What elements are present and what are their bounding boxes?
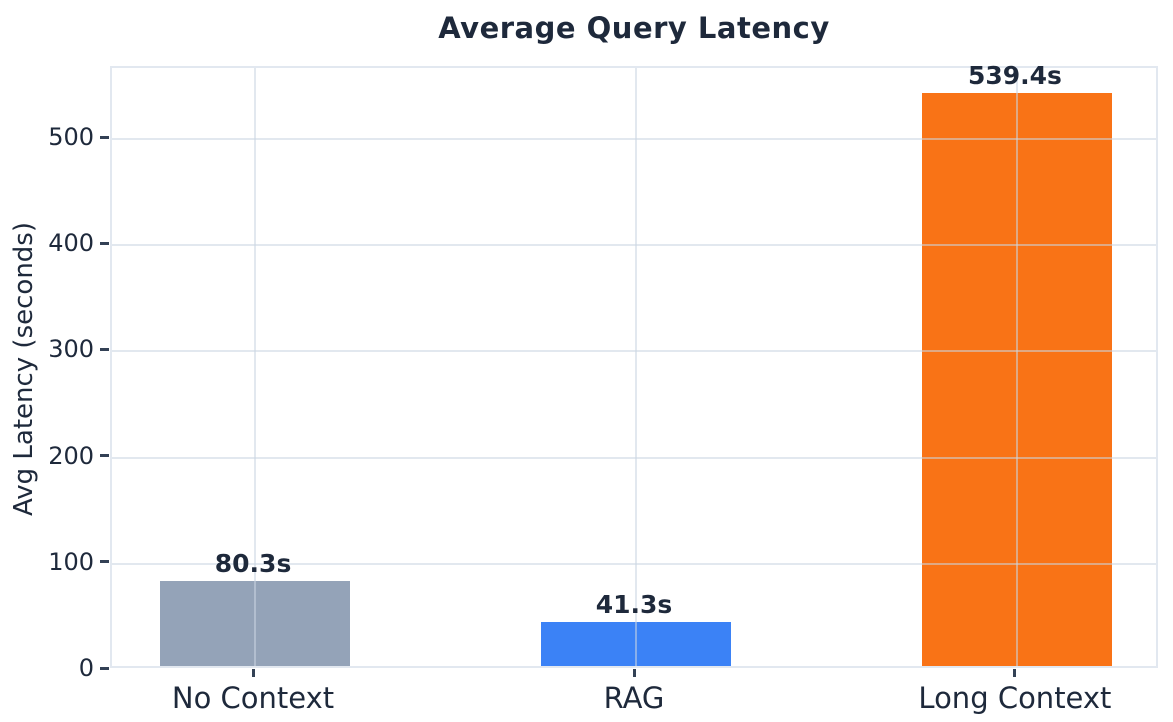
- y-tick-mark-200: [100, 454, 109, 458]
- x-gridline-0: [254, 68, 257, 666]
- x-tick-mark-2: [1013, 669, 1017, 677]
- x-category-label-2: Long Context: [918, 681, 1112, 715]
- y-tick-label-500: 500: [48, 123, 94, 152]
- y-gridline-200: [112, 456, 1156, 459]
- x-category-label-1: RAG: [603, 681, 665, 715]
- x-tick-mark-0: [251, 669, 255, 677]
- y-tick-label-400: 400: [48, 229, 94, 258]
- y-tick-label-100: 100: [48, 547, 94, 576]
- x-gridline-2: [1015, 68, 1018, 666]
- chart-title: Average Query Latency: [438, 11, 830, 45]
- y-tick-mark-100: [100, 560, 109, 564]
- y-axis-label: Avg Latency (seconds): [9, 222, 39, 517]
- bar-value-label-1: 41.3s: [595, 590, 673, 620]
- x-category-label-0: No Context: [171, 681, 335, 715]
- bar-value-label-2: 539.4s: [967, 61, 1062, 91]
- y-tick-mark-400: [100, 241, 109, 245]
- y-gridline-500: [112, 138, 1156, 141]
- y-tick-mark-300: [100, 347, 109, 351]
- y-tick-label-200: 200: [48, 441, 94, 470]
- y-gridline-400: [112, 244, 1156, 247]
- y-gridline-100: [112, 562, 1156, 565]
- y-gridline-300: [112, 350, 1156, 353]
- x-gridline-1: [635, 68, 637, 666]
- y-tick-label-0: 0: [78, 654, 94, 682]
- x-tick-mark-1: [632, 669, 636, 677]
- bar-value-label-0: 80.3s: [214, 548, 292, 578]
- y-tick-mark-500: [100, 135, 109, 139]
- plot-area: [110, 66, 1158, 668]
- y-tick-label-300: 300: [48, 335, 94, 364]
- y-tick-mark-0: [100, 666, 109, 670]
